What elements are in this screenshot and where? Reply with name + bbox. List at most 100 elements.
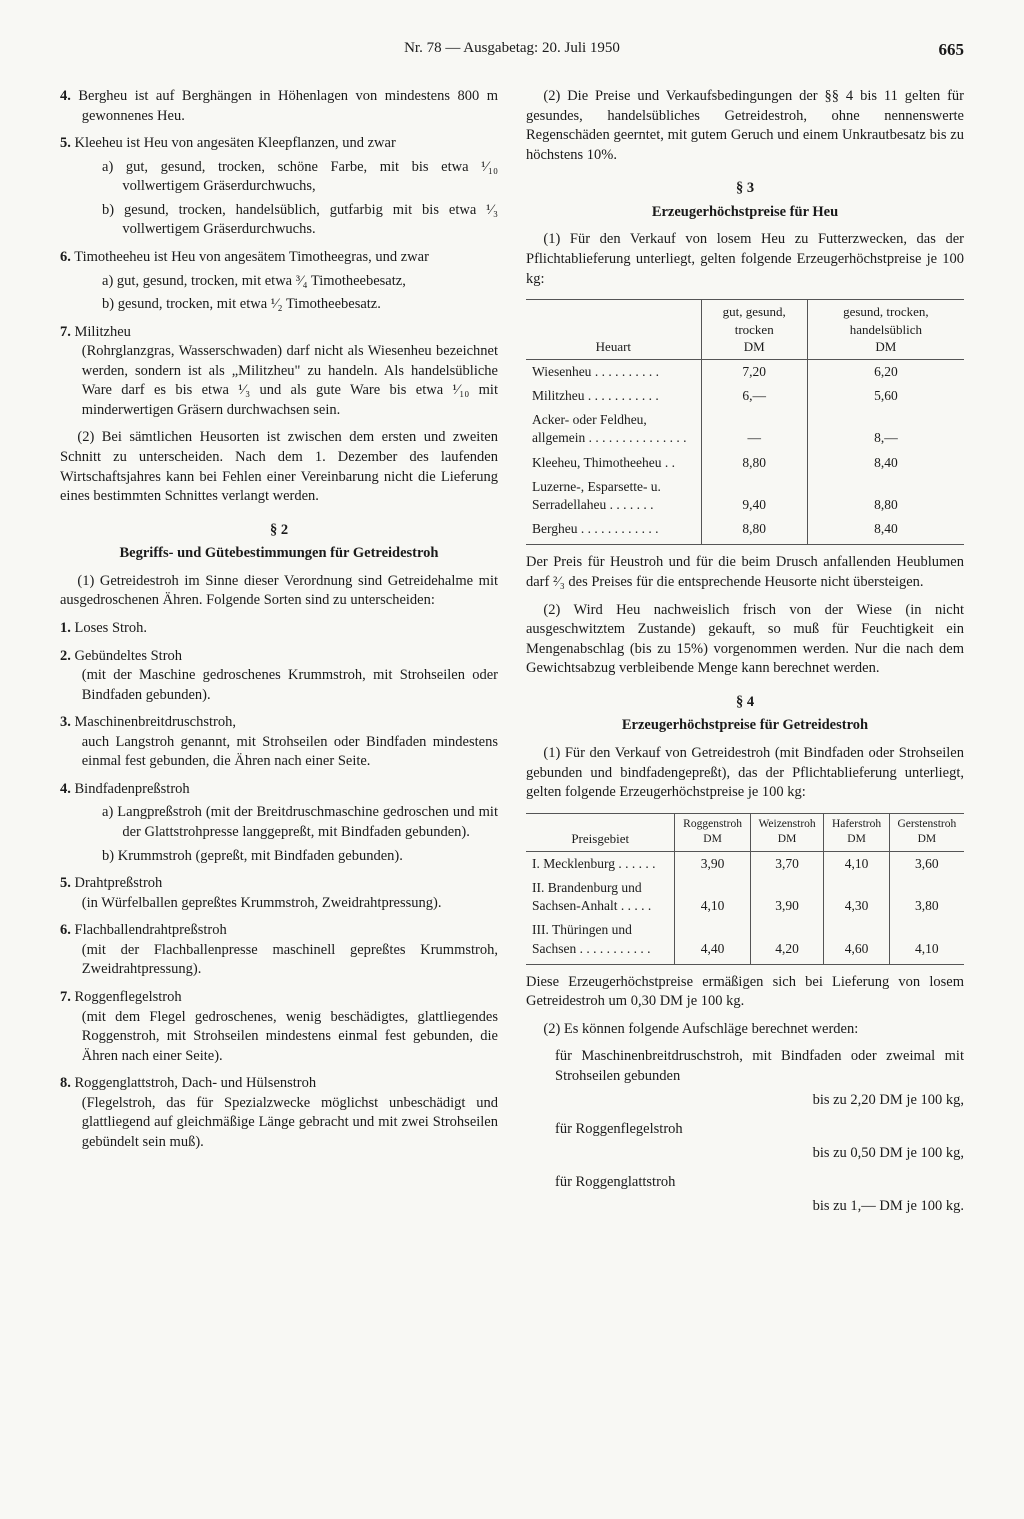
cell-value: 7,20 <box>701 359 807 384</box>
item-6-text: Timotheeheu ist Heu von angesätem Timoth… <box>74 249 429 265</box>
cell-label: III. Thüringen und Sachsen . . . . . . .… <box>526 918 675 964</box>
heu-price-table: Heuart gut, gesund, trocken DM gesund, tr… <box>526 299 964 545</box>
row-label: Luzerne-, Esparsette- u. Serradellaheu <box>532 479 661 512</box>
stroh-2: 2. Gebündeltes Stroh (mit der Maschine g… <box>60 647 498 706</box>
stroh-2-body: (mit der Maschine gedroschenes Krummstro… <box>82 667 498 703</box>
col-gesund-unit: DM <box>875 339 896 354</box>
section-4-after: Diese Erzeugerhöchstpreise ermäßigen sic… <box>526 973 964 1012</box>
section-3-after: Der Preis für Heustroh und für die beim … <box>526 553 964 592</box>
table-row: Heuart gut, gesund, trocken DM gesund, tr… <box>526 300 964 360</box>
row-label: Militzheu <box>532 388 585 403</box>
col-hafer-unit: DM <box>847 833 866 845</box>
stroh-5-body: (in Würfelballen gepreßtes Krummstroh, Z… <box>82 895 442 911</box>
item-6b: b) gesund, trocken, mit etwa ¹⁄₂ Timothe… <box>102 295 498 315</box>
table-row: Wiesenheu . . . . . . . . . .7,206,20 <box>526 359 964 384</box>
stroh-3: 3. Maschinenbreitdruschstroh, auch Langs… <box>60 713 498 772</box>
stroh-list: 1. Loses Stroh. 2. Gebündeltes Stroh (mi… <box>60 619 498 1153</box>
item-4: 4. Bergheu ist auf Berghängen in Höhenla… <box>60 87 498 126</box>
cell-value: — <box>701 408 807 450</box>
table-row: III. Thüringen und Sachsen . . . . . . .… <box>526 918 964 964</box>
cell-value: 3,60 <box>889 851 964 876</box>
col-gersten-unit: DM <box>918 833 937 845</box>
row-label: II. Brandenburg und Sachsen-Anhalt <box>532 880 642 913</box>
col-gesund: gesund, trocken, handelsüblichDM <box>807 300 964 360</box>
cell-value: 3,90 <box>675 851 750 876</box>
cell-label: Militzheu . . . . . . . . . . . <box>526 384 701 408</box>
cell-label: Bergheu . . . . . . . . . . . . <box>526 517 701 545</box>
stroh-2-text: Gebündeltes Stroh <box>75 648 183 664</box>
table-row: Kleeheu, Thimotheeheu . .8,808,40 <box>526 451 964 475</box>
item-6a: a) gut, gesund, trocken, mit etwa ³⁄₄ Ti… <box>102 272 498 292</box>
stroh-4b: b) Krummstroh (gepreßt, mit Bindfaden ge… <box>102 847 498 867</box>
cell-value: 8,40 <box>807 451 964 475</box>
col-gut: gut, gesund, trocken DM <box>701 300 807 360</box>
stroh-price-table: Preisgebiet RoggenstrohDM WeizenstrohDM … <box>526 813 964 965</box>
stroh-3-body: auch Langstroh genannt, mit Strohseilen … <box>82 734 498 770</box>
section-2-num: § 2 <box>60 521 498 541</box>
stroh-6: 6. Flachballendrahtpreßstroh (mit der Fl… <box>60 921 498 980</box>
item-4-text: Bergheu ist auf Berghängen in Höhenlagen… <box>78 88 498 124</box>
col-roggen-label: Roggenstroh <box>683 818 742 830</box>
section-4-title: Erzeugerhöchstpreise für Getreidestroh <box>526 716 964 736</box>
col-gut-label: gut, gesund, trocken <box>723 304 786 337</box>
col-preisgebiet: Preisgebiet <box>526 813 675 851</box>
cell-value: 6,20 <box>807 359 964 384</box>
col-gut-unit: DM <box>744 339 765 354</box>
stroh-1: 1. Loses Stroh. <box>60 619 498 639</box>
cell-label: Luzerne-, Esparsette- u. Serradellaheu .… <box>526 475 701 517</box>
stroh-8: 8. Roggenglattstroh, Dach- und Hülsenstr… <box>60 1074 498 1152</box>
cell-value: 5,60 <box>807 384 964 408</box>
definition-list-heu: 4. Bergheu ist auf Berghängen in Höhenla… <box>60 87 498 420</box>
cell-value: 4,10 <box>889 918 964 964</box>
table-row: Militzheu . . . . . . . . . . .6,—5,60 <box>526 384 964 408</box>
stroh-1-text: Loses Stroh. <box>75 620 148 636</box>
row-label: Bergheu <box>532 521 578 536</box>
col-heuart: Heuart <box>526 300 701 360</box>
item-5-sublist: a) gut, gesund, trocken, schöne Farbe, m… <box>102 158 498 240</box>
cell-value: 4,60 <box>824 918 889 964</box>
cell-value: 4,40 <box>675 918 750 964</box>
stroh-7-text: Roggenflegelstroh <box>75 989 182 1005</box>
cell-value: 4,10 <box>675 876 750 918</box>
item-5-text: Kleeheu ist Heu von angesäten Kleepflanz… <box>75 135 396 151</box>
item-5a: a) gut, gesund, trocken, schöne Farbe, m… <box>102 158 498 197</box>
stroh-6-body: (mit der Flachballenpresse maschinell ge… <box>82 942 498 978</box>
table-row: Acker- oder Feldheu, allgemein . . . . .… <box>526 408 964 450</box>
stroh-4-sublist: a) Langpreßstroh (mit der Breitdruschmas… <box>102 803 498 866</box>
item-7: 7. Militzheu (Rohrglanzgras, Wasserschwa… <box>60 323 498 421</box>
item-5b: b) gesund, trocken, handelsüblich, gutfa… <box>102 201 498 240</box>
col-hafer-label: Haferstroh <box>832 818 881 830</box>
cell-value: 9,40 <box>701 475 807 517</box>
cell-label: Wiesenheu . . . . . . . . . . <box>526 359 701 384</box>
row-label: Acker- oder Feldheu, allgemein <box>532 412 647 445</box>
heu-para-2: (2) Bei sämtlichen Heusorten ist zwische… <box>60 428 498 506</box>
cell-label: Acker- oder Feldheu, allgemein . . . . .… <box>526 408 701 450</box>
col-hafer: Haferstroh DM <box>824 813 889 851</box>
table-row: Preisgebiet RoggenstrohDM WeizenstrohDM … <box>526 813 964 851</box>
header-center-text: Nr. 78 — Ausgabetag: 20. Juli 1950 <box>404 40 620 56</box>
surcharge-2-value: bis zu 0,50 DM je 100 kg, <box>526 1144 964 1164</box>
section-2-title: Begriffs- und Gütebestimmungen für Getre… <box>60 544 498 564</box>
item-6-sublist: a) gut, gesund, trocken, mit etwa ³⁄₄ Ti… <box>102 272 498 315</box>
table-row: Bergheu . . . . . . . . . . . .8,808,40 <box>526 517 964 545</box>
surcharge-1-value: bis zu 2,20 DM je 100 kg, <box>526 1091 964 1111</box>
surcharge-1-label: für Maschinenbreitdruschstroh, mit Bindf… <box>555 1047 964 1086</box>
cell-label: I. Mecklenburg . . . . . . <box>526 851 675 876</box>
page-number: 665 <box>939 40 965 60</box>
right-column: (2) Die Preise und Verkaufsbedingungen d… <box>526 87 964 1226</box>
cell-value: 3,90 <box>750 876 824 918</box>
section-4-p1: (1) Für den Verkauf von Getreidestroh (m… <box>526 744 964 803</box>
section-3-p1: (1) Für den Verkauf von losem Heu zu Fut… <box>526 230 964 289</box>
two-column-layout: 4. Bergheu ist auf Berghängen in Höhenla… <box>60 87 964 1226</box>
stroh-4a: a) Langpreßstroh (mit der Breitdruschmas… <box>102 803 498 842</box>
item-5: 5. Kleeheu ist Heu von angesäten Kleepfl… <box>60 134 498 240</box>
stroh-4-text: Bindfadenpreßstroh <box>75 781 190 797</box>
stroh-5: 5. Drahtpreßstroh (in Würfelballen gepre… <box>60 874 498 913</box>
stroh-3-text: Maschinenbreitdruschstroh, <box>75 714 236 730</box>
stroh-7: 7. Roggenflegelstroh (mit dem Flegel ged… <box>60 988 498 1066</box>
col-weizen-label: Weizenstroh <box>758 818 815 830</box>
cell-value: 8,40 <box>807 517 964 545</box>
cell-value: 4,20 <box>750 918 824 964</box>
section-4-num: § 4 <box>526 693 964 713</box>
col-weizen: WeizenstrohDM <box>750 813 824 851</box>
